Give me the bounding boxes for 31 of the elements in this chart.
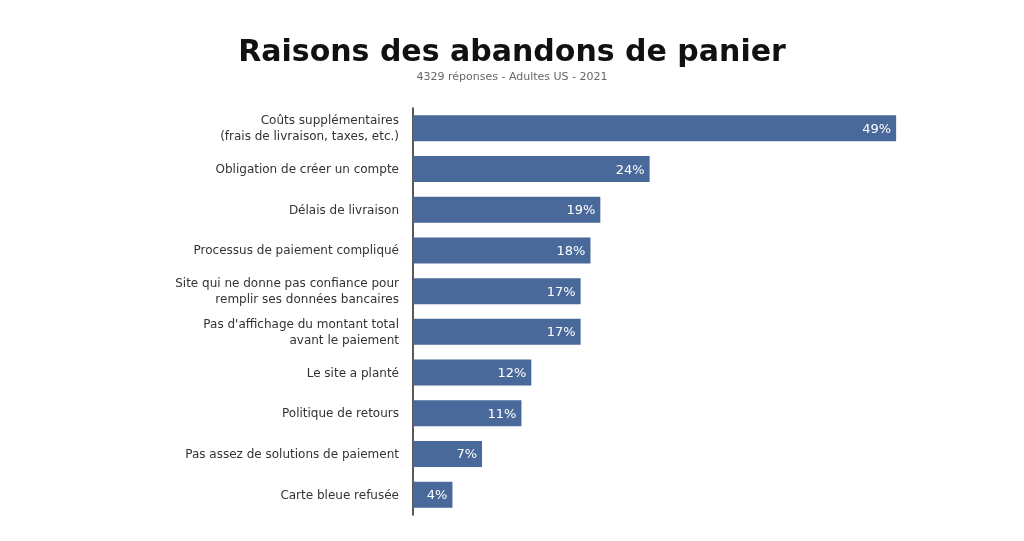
data-label: 17% [546,283,576,299]
bar [413,156,650,183]
data-label: 11% [487,405,517,421]
y-tick-label: Délais de livraison [288,202,399,217]
bar [413,440,483,467]
y-tick-label: Processus de paiement compliqué [193,243,399,258]
data-label: 18% [556,242,586,258]
data-label: 12% [497,365,527,381]
bar [413,400,522,427]
y-tick-label: Pas d'affichage du montant total avant le paiement [203,316,400,347]
bar [413,318,581,345]
y-tick-label: Coûts supplémentaires (frais de livraison, taxes, etc.) [220,113,399,144]
bar [413,115,897,142]
data-label: 4% [426,487,448,503]
bar [413,196,601,223]
y-tick-label: Le site a planté [306,365,399,380]
data-label: 24% [615,161,645,177]
y-tick-label: Pas assez de solutions de paiement [185,446,400,461]
y-tick-label: Obligation de créer un compte [215,162,399,177]
data-label: 49% [862,120,892,136]
bar [413,237,591,264]
chart-subtitle: 4329 réponses - Adultes US - 2021 [416,70,608,83]
bar [413,278,581,305]
data-label: 19% [566,202,596,218]
y-tick-label: Politique de retours [282,406,399,421]
chart-title: Raisons des abandons de panier [238,32,787,68]
y-tick-label: Carte bleue refusée [280,487,399,502]
y-tick-label: Site qui ne donne pas confiance pour remplir ses données bancaires [175,276,400,307]
data-label: 17% [546,324,576,340]
bar [413,359,532,386]
data-label: 7% [456,446,478,462]
